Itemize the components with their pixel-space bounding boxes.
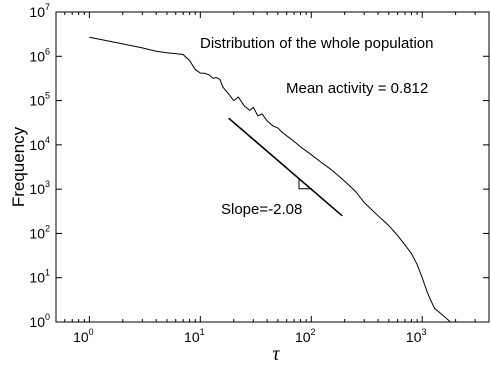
plot-area-frame [55, 11, 490, 323]
y-tick-label: 101 [29, 268, 50, 286]
x-tick-label: 103 [406, 327, 427, 345]
y-tick-label: 102 [29, 223, 50, 241]
y-tick-label: 103 [29, 179, 50, 197]
x-tick-label: 101 [184, 327, 205, 345]
data-layer [89, 36, 456, 323]
annotation-mean-activity: Mean activity = 0.812 [286, 80, 428, 97]
y-tick-label: 104 [29, 135, 50, 153]
y-tick-label: 106 [29, 46, 50, 64]
y-tick-label: 100 [29, 312, 50, 330]
frequency-series-line [89, 36, 456, 323]
x-tick-label: 100 [73, 327, 94, 345]
annotation-title: Distribution of the whole population [200, 35, 433, 52]
y-axis-label: Frequency [9, 126, 28, 207]
slope-marker [298, 178, 313, 190]
y-tick-label: 107 [29, 2, 50, 20]
x-axis-label: τ [272, 343, 280, 365]
x-tick-label: 102 [295, 327, 316, 345]
y-tick-label: 105 [29, 91, 50, 109]
slope-label: Slope=-2.08 [221, 201, 302, 218]
slope-reference-line [228, 117, 343, 217]
ticks: 100 101 102 103 100 101 102 103 104 105 106 107 [29, 2, 490, 345]
